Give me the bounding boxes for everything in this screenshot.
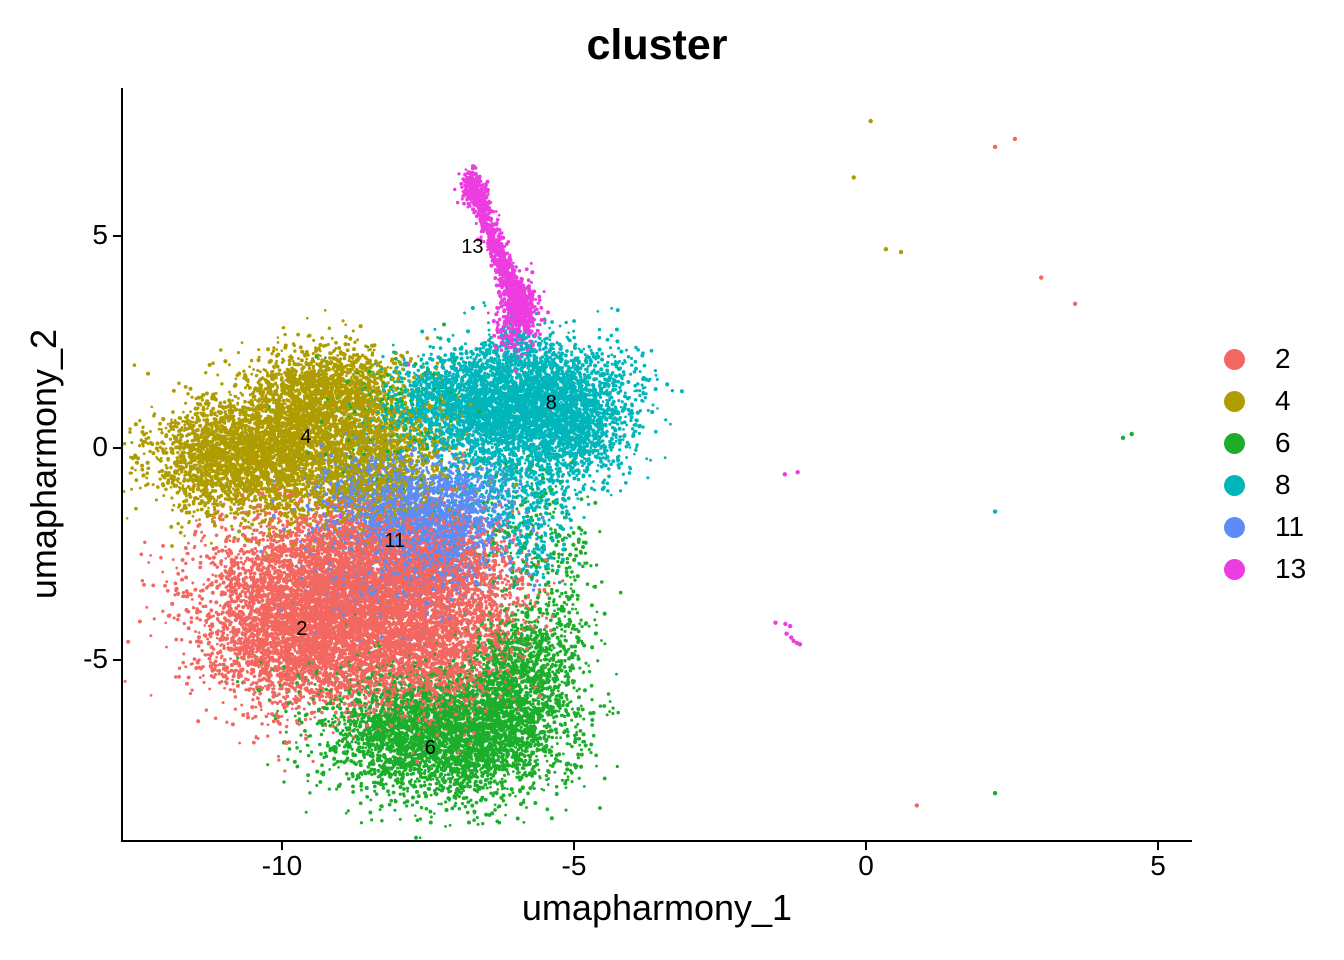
cluster-label-13: 13	[461, 235, 484, 258]
legend-item-6: 6	[1224, 429, 1306, 457]
legend-swatch-icon	[1224, 516, 1245, 538]
legend: 2 4 6 8 11 13	[1224, 345, 1306, 583]
y-tick-label: -5	[83, 643, 108, 674]
x-tick-label: -5	[561, 850, 587, 881]
y-tick-mark	[113, 659, 121, 661]
legend-swatch-icon	[1224, 558, 1245, 580]
cluster-label-6: 6	[424, 736, 436, 759]
legend-item-8: 8	[1224, 471, 1306, 499]
y-tick-label: 0	[92, 431, 108, 462]
plot-title: cluster	[586, 21, 728, 69]
legend-swatch-icon	[1224, 348, 1245, 370]
x-tick-label: 0	[858, 850, 874, 881]
legend-label: 11	[1275, 511, 1305, 542]
y-tick-label: 5	[92, 219, 108, 250]
cluster-label-11: 11	[384, 530, 406, 553]
legend-label: 6	[1275, 427, 1291, 458]
y-tick-mark	[113, 235, 121, 237]
cluster-label-8: 8	[545, 392, 557, 415]
legend-label: 4	[1275, 385, 1291, 416]
legend-swatch-icon	[1224, 390, 1245, 412]
x-axis-title: umapharmony_1	[521, 887, 793, 928]
x-tick-mark	[1157, 842, 1159, 850]
legend-item-11: 11	[1224, 513, 1306, 541]
x-tick-mark	[573, 842, 575, 850]
y-axis-title: umapharmony_2	[23, 328, 64, 600]
legend-item-2: 2	[1224, 345, 1306, 373]
legend-item-4: 4	[1224, 387, 1306, 415]
legend-swatch-icon	[1224, 432, 1245, 454]
cluster-label-2: 2	[296, 617, 308, 640]
y-tick-mark	[113, 447, 121, 449]
legend-label: 8	[1275, 469, 1291, 500]
scatter-canvas	[123, 88, 1191, 840]
legend-label: 13	[1275, 553, 1307, 584]
legend-item-13: 13	[1224, 555, 1306, 583]
legend-label: 2	[1275, 343, 1291, 374]
plot-panel: 2 4 6 8 11 13	[121, 88, 1192, 842]
x-tick-label: 5	[1150, 850, 1166, 881]
x-tick-mark	[281, 842, 283, 850]
x-tick-mark	[865, 842, 867, 850]
legend-swatch-icon	[1224, 474, 1245, 496]
x-tick-label: -10	[261, 850, 303, 881]
cluster-label-4: 4	[300, 425, 312, 448]
